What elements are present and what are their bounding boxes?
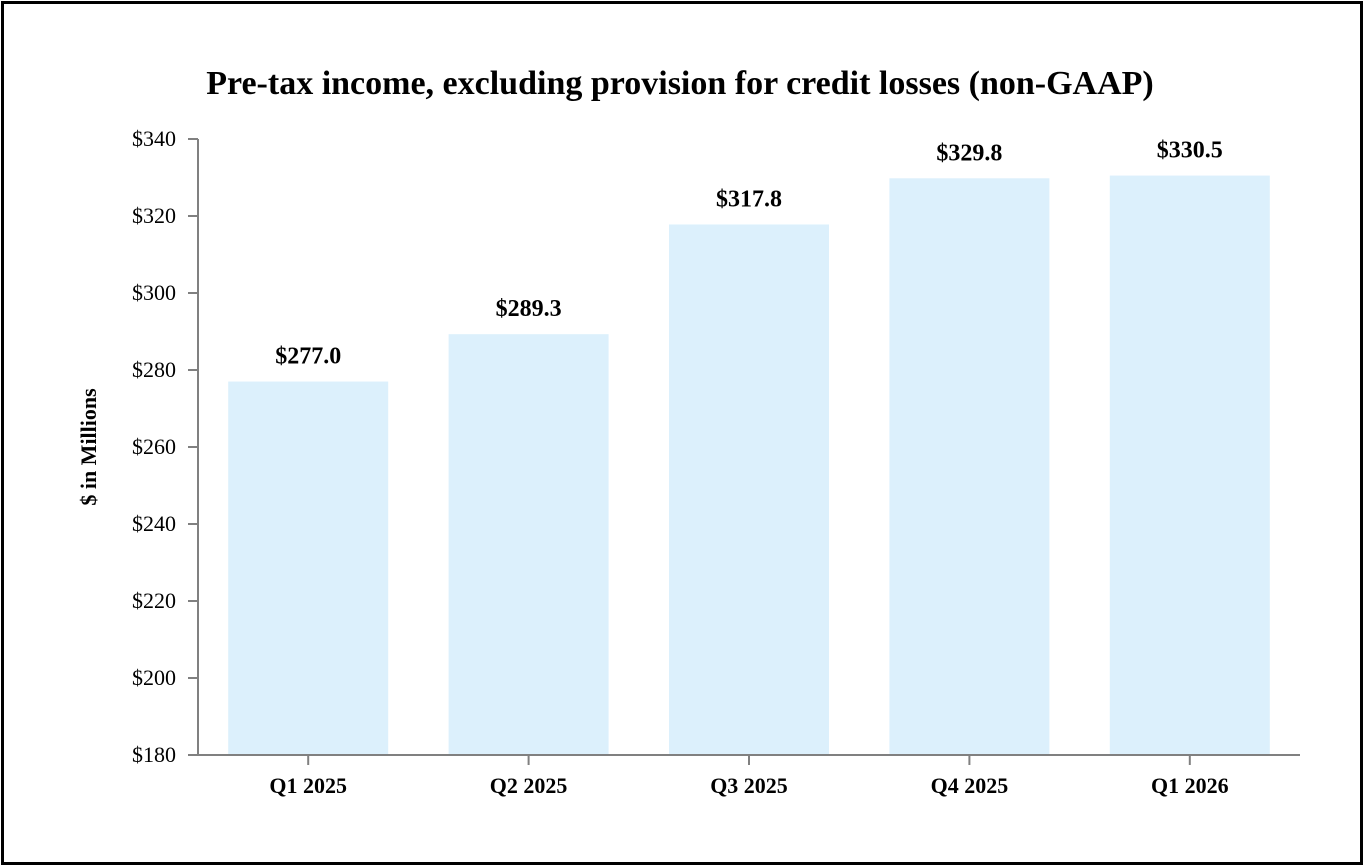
y-tick-label-8: $320 bbox=[132, 203, 176, 228]
bar-1 bbox=[228, 381, 389, 755]
bar-5 bbox=[1109, 175, 1270, 755]
y-tick-label-4: $240 bbox=[132, 511, 176, 536]
y-tick-label-7: $300 bbox=[132, 280, 176, 305]
x-tick-label-1: Q1 2025 bbox=[269, 773, 347, 798]
data-labels-group: $277.0 $289.3 $317.8 $329.8 $330.5 bbox=[275, 138, 1223, 370]
bar-2 bbox=[448, 334, 609, 755]
x-tick-label-5: Q1 2026 bbox=[1151, 773, 1229, 798]
y-tick-label-3: $220 bbox=[132, 588, 176, 613]
y-tick-label-6: $280 bbox=[132, 357, 176, 382]
chart-title: Pre-tax income, excluding provision for … bbox=[206, 65, 1154, 102]
y-axis-label: $ in Millions bbox=[76, 388, 101, 506]
bar-4 bbox=[889, 178, 1050, 755]
data-label-4: $329.8 bbox=[936, 140, 1002, 166]
data-label-1: $277.0 bbox=[275, 344, 341, 370]
data-label-3: $317.8 bbox=[716, 186, 782, 212]
y-tick-label-9: $340 bbox=[132, 126, 176, 151]
x-tick-label-2: Q2 2025 bbox=[490, 773, 568, 798]
bar-3 bbox=[669, 224, 829, 756]
bars-group bbox=[228, 175, 1270, 756]
data-label-5: $330.5 bbox=[1157, 138, 1223, 164]
data-label-2: $289.3 bbox=[496, 296, 562, 322]
y-tick-label-2: $200 bbox=[132, 665, 176, 690]
y-tick-label-1: $180 bbox=[132, 742, 176, 767]
y-tick-label-5: $260 bbox=[132, 434, 176, 459]
x-tick-label-4: Q4 2025 bbox=[931, 773, 1009, 798]
y-axis: $180 $200 $220 $240 $260 $280 $300 $320 $340 bbox=[132, 126, 199, 767]
x-axis: Q1 2025 Q2 2025 Q3 2025 Q4 2025 Q1 2026 bbox=[188, 754, 1300, 798]
x-tick-label-3: Q3 2025 bbox=[710, 773, 788, 798]
